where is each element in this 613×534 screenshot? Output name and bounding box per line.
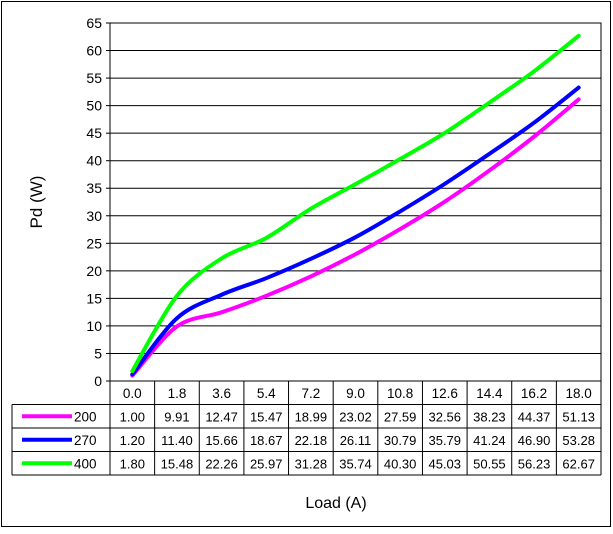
data-label: 15.66	[205, 433, 238, 448]
data-label: 22.26	[205, 456, 238, 471]
y-axis-label: Pd (W)	[27, 176, 46, 229]
x-tick-label: 5.4	[257, 386, 276, 401]
data-label: 35.79	[428, 433, 461, 448]
y-tick-label: 35	[86, 180, 102, 196]
data-label: 38.23	[473, 409, 506, 424]
y-tick-label: 60	[86, 43, 102, 59]
x-tick-label: 3.6	[212, 386, 231, 401]
y-tick-label: 0	[94, 373, 102, 389]
data-label: 23.02	[339, 409, 372, 424]
data-label: 31.28	[295, 456, 328, 471]
series-line-200	[130, 97, 581, 378]
data-label: 53.28	[562, 433, 595, 448]
x-tick-label: 18.0	[566, 386, 592, 401]
data-label: 26.11	[340, 433, 372, 448]
data-label: 18.99	[295, 409, 328, 424]
series-line-270	[130, 85, 581, 377]
y-tick-label: 10	[86, 318, 102, 334]
y-tick-label: 65	[86, 15, 102, 31]
data-label: 41.24	[473, 433, 506, 448]
data-label: 50.55	[473, 456, 506, 471]
y-tick-label: 15	[86, 290, 102, 306]
data-label: 1.00	[120, 409, 145, 424]
x-tick-label: 0.0	[123, 386, 142, 401]
x-tick-label: 10.8	[387, 386, 413, 401]
x-tick-label: 1.8	[168, 386, 187, 401]
y-tick-label: 30	[86, 208, 102, 224]
data-label: 30.79	[384, 433, 417, 448]
data-label: 1.20	[120, 433, 145, 448]
legend-label: 200	[74, 409, 97, 424]
data-table: 0.0 1.8 3.6 5.4 7.2 9.0 10.8 12.6 14.4 16.2 18.0 20…	[11, 381, 602, 476]
gridlines	[110, 50, 601, 354]
y-tick-label: 45	[86, 125, 102, 141]
data-label: 45.03	[428, 456, 461, 471]
data-label: 1.80	[120, 456, 145, 471]
x-tick-label: 14.4	[476, 386, 503, 401]
legend-label: 270	[74, 433, 97, 448]
data-label: 12.47	[205, 409, 238, 424]
data-label: 35.74	[339, 456, 372, 471]
data-label: 51.13	[562, 409, 595, 424]
data-label: 25.97	[250, 456, 283, 471]
plot-area-border	[109, 22, 602, 382]
data-label: 32.56	[428, 409, 461, 424]
data-label: 18.67	[250, 433, 283, 448]
data-label: 27.59	[384, 409, 417, 424]
data-label: 11.40	[161, 433, 193, 448]
data-label: 22.18	[295, 433, 328, 448]
data-label: 44.37	[518, 409, 551, 424]
data-label: 15.48	[161, 456, 194, 471]
y-tick-label: 50	[86, 98, 102, 114]
y-tick-label: 25	[86, 235, 102, 251]
data-label: 62.67	[562, 456, 595, 471]
y-axis: 0 5 10 15 20 25 30 35 40 45 50 55 60 65	[86, 15, 110, 389]
x-axis-label: Load (A)	[305, 495, 366, 512]
x-tick-label: 12.6	[432, 386, 458, 401]
data-label: 15.47	[250, 409, 283, 424]
data-label: 40.30	[384, 456, 417, 471]
x-tick-label: 16.2	[521, 386, 547, 401]
x-tick-label: 7.2	[301, 386, 320, 401]
data-label: 56.23	[518, 456, 551, 471]
y-tick-label: 55	[86, 70, 102, 86]
series-lines	[130, 33, 581, 378]
y-tick-label: 5	[94, 345, 102, 361]
legend-label: 400	[74, 456, 97, 471]
series-line-400	[130, 33, 581, 374]
data-label: 46.90	[518, 433, 551, 448]
x-tick-label: 9.0	[346, 386, 365, 401]
data-label: 9.91	[164, 409, 189, 424]
y-tick-label: 20	[86, 263, 102, 279]
y-tick-label: 40	[86, 153, 102, 169]
